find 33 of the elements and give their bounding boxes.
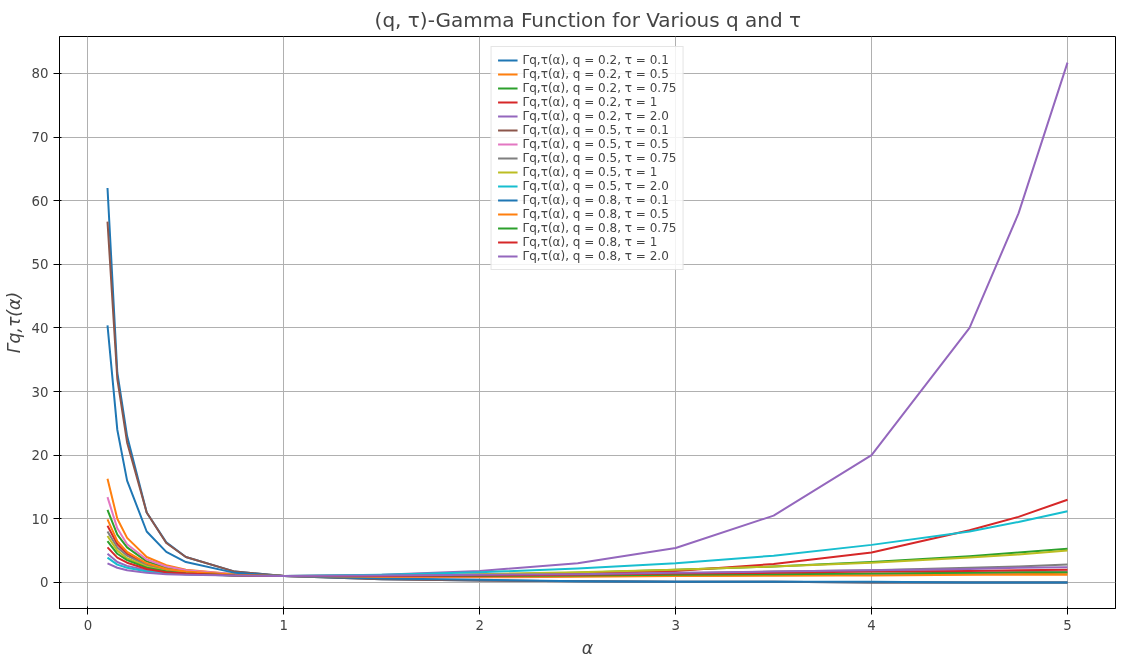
- legend-label: Γq,τ(α), q = 0.2, τ = 1: [522, 95, 658, 109]
- x-tick-label: 5: [1063, 617, 1072, 633]
- y-tick-label: 80: [31, 66, 49, 82]
- y-tick-label: 40: [31, 320, 49, 336]
- x-tick-label: 3: [671, 617, 680, 633]
- legend-label: Γq,τ(α), q = 0.8, τ = 1: [522, 235, 658, 249]
- legend-label: Γq,τ(α), q = 0.8, τ = 2.0: [522, 249, 669, 263]
- legend-label: Γq,τ(α), q = 0.5, τ = 1: [522, 165, 658, 179]
- x-tick-label: 2: [475, 617, 484, 633]
- legend-label: Γq,τ(α), q = 0.5, τ = 2.0: [522, 179, 669, 193]
- y-tick-label: 0: [40, 575, 49, 591]
- y-tick-label: 20: [31, 448, 49, 464]
- legend-label: Γq,τ(α), q = 0.5, τ = 0.1: [522, 123, 669, 137]
- y-tick-label: 70: [31, 130, 49, 146]
- y-tick-label: 50: [31, 257, 49, 273]
- legend-label: Γq,τ(α), q = 0.5, τ = 0.5: [522, 137, 669, 151]
- y-tick-label: 60: [31, 193, 49, 209]
- y-tick-label: 30: [31, 384, 49, 400]
- y-axis-title: Γq,τ(α): [3, 291, 24, 354]
- legend-label: Γq,τ(α), q = 0.2, τ = 0.1: [522, 53, 669, 67]
- legend-label: Γq,τ(α), q = 0.8, τ = 0.5: [522, 207, 669, 221]
- x-tick-label: 1: [279, 617, 289, 633]
- x-tick-label: 4: [867, 617, 876, 633]
- legend-label: Γq,τ(α), q = 0.2, τ = 0.5: [522, 67, 669, 81]
- chart-title: (q, τ)-Gamma Function for Various q and τ: [374, 7, 802, 32]
- x-tick-label: 0: [83, 617, 93, 633]
- x-axis-title: α: [581, 637, 594, 658]
- legend-label: Γq,τ(α), q = 0.8, τ = 0.1: [522, 193, 669, 207]
- y-tick-label: 10: [31, 511, 49, 527]
- legend-label: Γq,τ(α), q = 0.2, τ = 0.75: [522, 81, 677, 95]
- legend-label: Γq,τ(α), q = 0.5, τ = 0.75: [522, 151, 677, 165]
- legend-label: Γq,τ(α), q = 0.2, τ = 2.0: [522, 109, 669, 123]
- legend-label: Γq,τ(α), q = 0.8, τ = 0.75: [522, 221, 677, 235]
